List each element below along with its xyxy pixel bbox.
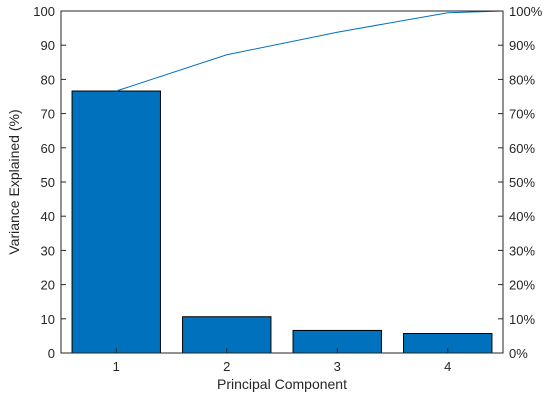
y-tick-label: 10	[41, 312, 55, 327]
y-tick-label: 90	[41, 38, 55, 53]
cumulative-line	[116, 10, 504, 92]
y-tick-label: 100	[33, 4, 55, 19]
y-tick-label: 30	[41, 243, 55, 258]
y2-tick-label: 60%	[509, 141, 535, 156]
y2-tick-label: 100%	[509, 4, 543, 19]
y-tick-label: 50	[41, 175, 55, 190]
y-tick-label: 40	[41, 209, 55, 224]
bars-group	[71, 90, 493, 354]
y-tick-label: 0	[48, 346, 55, 361]
y2-tick-label: 0%	[509, 346, 528, 361]
y-tick-label: 70	[41, 107, 55, 122]
cumulative-line-group	[116, 10, 504, 92]
x-axis-label: Principal Component	[217, 376, 347, 392]
y-tick-label: 20	[41, 278, 55, 293]
axes-group: 0 10 20 30 40 50 60 70 80 90 100 0% 10% 20% 30% 40% 50% 6…	[33, 4, 542, 374]
x-tick-label: 2	[223, 359, 230, 374]
x-tick-label: 4	[444, 359, 451, 374]
bar-pc-2	[182, 316, 272, 354]
y-axis-label: Variance Explained (%)	[6, 109, 22, 254]
y2-tick-label: 90%	[509, 38, 535, 53]
y2-tick-label: 50%	[509, 175, 535, 190]
y2-tick-label: 70%	[509, 107, 535, 122]
bar-pc-1	[71, 90, 161, 354]
y2-tick-label: 10%	[509, 312, 535, 327]
y2-tick-label: 80%	[509, 72, 535, 87]
y-tick-label: 80	[41, 72, 55, 87]
x-tick-label: 1	[113, 359, 120, 374]
y2-tick-label: 30%	[509, 243, 535, 258]
y2-tick-label: 20%	[509, 278, 535, 293]
y-tick-label: 60	[41, 141, 55, 156]
x-tick-label: 3	[334, 359, 341, 374]
y2-tick-label: 40%	[509, 209, 535, 224]
